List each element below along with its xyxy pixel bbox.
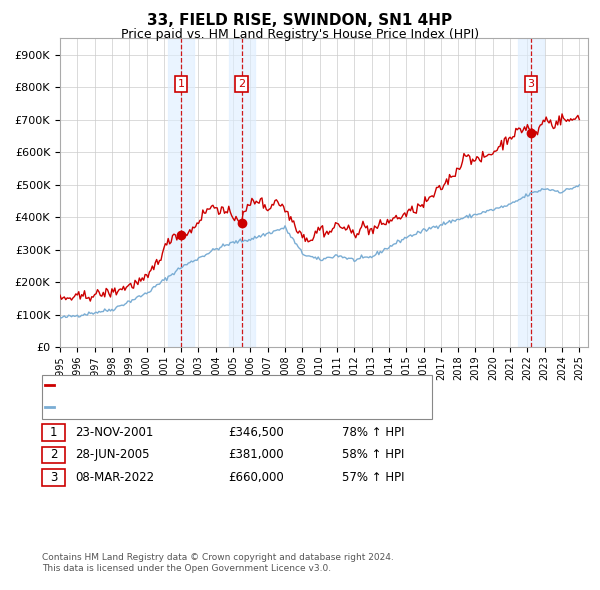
Text: 58% ↑ HPI: 58% ↑ HPI [342,448,404,461]
Text: 2: 2 [50,448,57,461]
Text: £346,500: £346,500 [228,426,284,439]
Text: 33, FIELD RISE, SWINDON, SN1 4HP: 33, FIELD RISE, SWINDON, SN1 4HP [148,13,452,28]
Text: 28-JUN-2005: 28-JUN-2005 [75,448,149,461]
Bar [518,38,544,348]
Text: This data is licensed under the Open Government Licence v3.0.: This data is licensed under the Open Gov… [42,565,331,573]
Text: HPI: Average price, detached house, Swindon: HPI: Average price, detached house, Swin… [57,402,311,412]
Text: Contains HM Land Registry data © Crown copyright and database right 2024.: Contains HM Land Registry data © Crown c… [42,553,394,562]
Text: 08-MAR-2022: 08-MAR-2022 [75,471,154,484]
Text: 57% ↑ HPI: 57% ↑ HPI [342,471,404,484]
Bar [229,38,255,348]
Text: 3: 3 [50,471,57,484]
Bar [168,38,194,348]
Text: 33, FIELD RISE, SWINDON, SN1 4HP (detached house): 33, FIELD RISE, SWINDON, SN1 4HP (detach… [57,381,358,390]
Text: 23-NOV-2001: 23-NOV-2001 [75,426,154,439]
Text: 78% ↑ HPI: 78% ↑ HPI [342,426,404,439]
Text: 1: 1 [50,426,57,439]
Text: Price paid vs. HM Land Registry's House Price Index (HPI): Price paid vs. HM Land Registry's House … [121,28,479,41]
Text: 1: 1 [178,79,185,89]
Text: £660,000: £660,000 [228,471,284,484]
Text: 2: 2 [238,79,245,89]
Text: £381,000: £381,000 [228,448,284,461]
Text: 3: 3 [527,79,535,89]
